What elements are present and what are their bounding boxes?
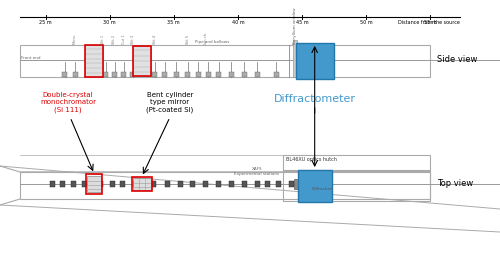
Bar (294, 40, 298, 77)
Text: Pipe and bellows: Pipe and bellows (195, 40, 230, 44)
Bar (229, 72, 234, 77)
Bar (282, 155, 430, 171)
Bar (20, 172, 430, 199)
Bar (152, 72, 157, 77)
Bar (110, 181, 114, 187)
Bar (162, 72, 168, 77)
Bar (298, 170, 332, 202)
Text: Mono-: Mono- (73, 33, 77, 44)
Text: 55 m: 55 m (424, 20, 436, 25)
Text: 25 m: 25 m (40, 20, 52, 25)
Bar (132, 178, 150, 190)
Bar (242, 181, 246, 187)
Text: Diffraction: Diffraction (312, 187, 334, 191)
Text: 45 m: 45 m (296, 20, 308, 25)
Bar (86, 45, 103, 77)
Bar (98, 181, 103, 187)
Text: 50 m: 50 m (360, 20, 372, 25)
Bar (276, 181, 281, 187)
Bar (190, 181, 196, 187)
Bar (174, 72, 179, 77)
Bar (50, 181, 54, 187)
Text: Side view: Side view (437, 56, 478, 65)
Bar (150, 181, 156, 187)
Bar (82, 181, 86, 187)
Bar (88, 176, 102, 192)
Text: Top view: Top view (437, 179, 473, 189)
Bar (104, 72, 108, 77)
Text: Slit 5: Slit 5 (186, 35, 190, 44)
Bar (229, 181, 234, 187)
Text: Double-crystal
monochromator
(Si 111): Double-crystal monochromator (Si 111) (40, 92, 96, 113)
Text: Slit 2: Slit 2 (112, 35, 116, 44)
Bar (72, 181, 76, 187)
Bar (297, 181, 302, 187)
Bar (296, 43, 334, 79)
Bar (265, 181, 270, 187)
Bar (72, 72, 78, 77)
Text: Slit 4: Slit 4 (152, 35, 156, 44)
Bar (133, 181, 138, 187)
Text: Bent cylinder
type mirror
(Pt-coated Si): Bent cylinder type mirror (Pt-coated Si) (146, 92, 194, 113)
Bar (254, 181, 260, 187)
Bar (130, 72, 135, 77)
Bar (132, 46, 150, 76)
Bar (122, 72, 126, 77)
Bar (86, 45, 103, 77)
Bar (178, 181, 182, 187)
Text: 35 m: 35 m (168, 20, 180, 25)
Text: Cut 1: Cut 1 (122, 34, 126, 44)
Bar (132, 46, 150, 76)
Bar (294, 179, 302, 189)
Bar (20, 45, 430, 77)
Text: Distance from the source: Distance from the source (398, 20, 460, 25)
Bar (274, 72, 279, 77)
Text: BL46XU optics hutch: BL46XU optics hutch (286, 157, 337, 162)
Bar (165, 181, 170, 187)
Bar (186, 72, 190, 77)
Bar (60, 181, 65, 187)
Text: XAFS
Experimental stations: XAFS Experimental stations (234, 167, 280, 176)
Text: 40 m: 40 m (232, 20, 244, 25)
Text: Slit 1: Slit 1 (102, 35, 105, 44)
Bar (112, 72, 117, 77)
Bar (254, 72, 260, 77)
Bar (132, 177, 152, 191)
Bar (216, 181, 221, 187)
Bar (86, 174, 102, 194)
Bar (242, 72, 246, 77)
Text: Beryllium window: Beryllium window (294, 7, 298, 44)
Bar (289, 181, 294, 187)
Text: 30 m: 30 m (104, 20, 116, 25)
Bar (62, 72, 68, 77)
Bar (282, 170, 430, 201)
Bar (204, 181, 208, 187)
Text: Front end: Front end (21, 56, 40, 60)
Text: Diffractometer: Diffractometer (274, 94, 355, 104)
Bar (196, 72, 200, 77)
Text: Ion ch.: Ion ch. (204, 32, 208, 44)
Bar (120, 181, 125, 187)
Text: Slit 3: Slit 3 (131, 35, 135, 44)
Bar (216, 72, 221, 77)
Bar (206, 72, 211, 77)
